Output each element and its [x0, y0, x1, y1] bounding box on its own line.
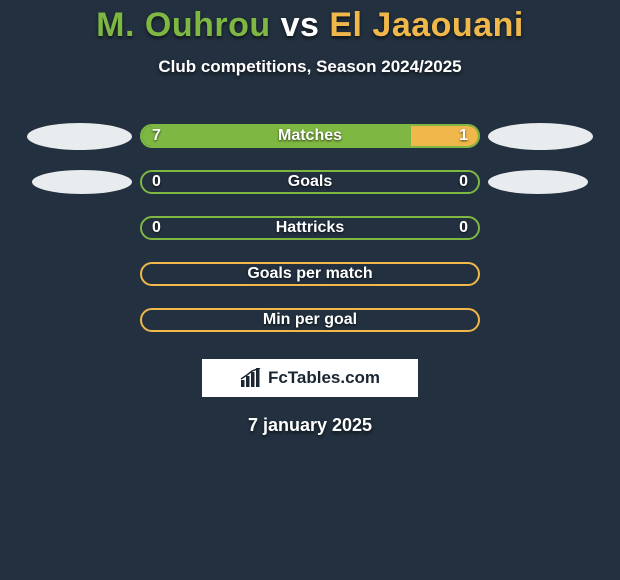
player1-name: M. Ouhrou	[96, 6, 270, 44]
stat-label: Min per goal	[142, 310, 478, 330]
player2-pill	[488, 123, 593, 150]
stat-value-right: 0	[459, 218, 468, 238]
stat-bar: 0Hattricks0	[140, 216, 480, 240]
stat-label: Matches	[142, 126, 478, 146]
stat-bar: Goals per match	[140, 262, 480, 286]
player1-pill	[27, 123, 132, 150]
stat-bar: Min per goal	[140, 308, 480, 332]
bar-chart-icon	[240, 368, 264, 388]
logo-box: FcTables.com	[202, 359, 418, 397]
player2-pill	[488, 170, 588, 194]
stat-label: Goals per match	[142, 264, 478, 284]
comparison-infographic: M. Ouhrou vs El Jaaouani Club competitio…	[0, 0, 620, 436]
player2-name: El Jaaouani	[329, 6, 523, 44]
vs-label: vs	[281, 6, 320, 44]
stat-row: 7Matches1	[0, 113, 620, 159]
stat-label: Hattricks	[142, 218, 478, 238]
stat-value-right: 1	[459, 126, 468, 146]
logo-text: FcTables.com	[268, 368, 380, 388]
subtitle: Club competitions, Season 2024/2025	[0, 57, 620, 77]
player1-pill	[32, 170, 132, 194]
stat-bar: 7Matches1	[140, 124, 480, 148]
stat-row: Min per goal	[0, 297, 620, 343]
stat-row: Goals per match	[0, 251, 620, 297]
stat-bar: 0Goals0	[140, 170, 480, 194]
stats-container: 7Matches10Goals00Hattricks0Goals per mat…	[0, 113, 620, 343]
stat-value-right: 0	[459, 172, 468, 192]
date-label: 7 january 2025	[0, 415, 620, 436]
stat-row: 0Goals0	[0, 159, 620, 205]
stat-row: 0Hattricks0	[0, 205, 620, 251]
stat-label: Goals	[142, 172, 478, 192]
page-title: M. Ouhrou vs El Jaaouani	[0, 6, 620, 45]
